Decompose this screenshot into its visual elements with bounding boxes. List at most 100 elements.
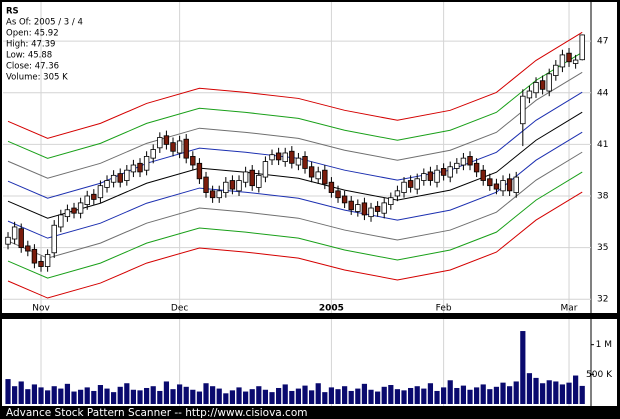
candle-body [104, 180, 110, 188]
candle-body [5, 236, 11, 245]
candle-body [275, 152, 282, 161]
volume-bar [348, 390, 354, 404]
volume-bar [540, 383, 546, 404]
candle-body [302, 156, 308, 169]
candle-body [566, 52, 572, 63]
candle-body [480, 169, 486, 181]
volume-bar [104, 388, 110, 404]
info-line: As Of: 2005 / 3 / 4 [6, 18, 83, 28]
candle-body [381, 202, 387, 214]
volume-bar [493, 386, 500, 404]
volume-bar [243, 391, 249, 404]
candle-body [526, 90, 533, 99]
volume-bar [262, 389, 269, 404]
y-tick-label: 35 [597, 243, 608, 253]
volume-bar [335, 389, 341, 404]
volume-bar [58, 388, 64, 404]
candle-body [269, 154, 275, 161]
candle-body [176, 140, 183, 154]
band-line [7, 31, 583, 139]
volume-bar [427, 383, 434, 404]
candle-body [322, 169, 328, 185]
candle-body [64, 209, 71, 218]
volume-bar [546, 380, 552, 404]
volume-bar [553, 381, 559, 404]
volume-bar [223, 393, 229, 404]
volume-bar [276, 387, 282, 404]
band-line [7, 171, 583, 279]
candle-body [539, 80, 546, 90]
candle-body [117, 173, 123, 183]
candle-body [44, 254, 51, 267]
candle-body [51, 224, 57, 254]
candle-body [223, 181, 229, 193]
volume-bar [467, 389, 473, 404]
volume-bar [500, 382, 506, 404]
candle-body [473, 162, 480, 173]
volume-bar [137, 390, 143, 404]
volume-bar [203, 383, 209, 404]
candle-body [190, 156, 196, 166]
candle-body [124, 169, 130, 181]
candle-body [71, 207, 77, 214]
candle-body [262, 161, 269, 178]
volume-bar [474, 387, 480, 404]
candle-body [546, 73, 552, 92]
candle-body [236, 180, 242, 192]
y-tick-label: 47 [597, 37, 608, 47]
candle-body [31, 248, 38, 264]
candle-body [242, 171, 249, 183]
candle-body [150, 149, 156, 159]
volume-bar [454, 387, 460, 404]
candle-body [394, 190, 401, 197]
candle-body [361, 202, 368, 216]
candle-body [282, 152, 288, 162]
candle-body [91, 193, 97, 200]
candle-body [553, 64, 559, 76]
candle-body [388, 197, 394, 205]
candle-body [229, 180, 236, 190]
volume-bar [18, 381, 24, 404]
volume-bar [388, 385, 394, 404]
volume-bar [196, 391, 203, 404]
volume-bar [526, 373, 533, 404]
candle-body [401, 181, 407, 193]
candle-body [427, 171, 434, 181]
x-tick-label: Dec [171, 304, 188, 314]
candle-body [315, 171, 321, 180]
footer: Advance Stock Pattern Scanner -- http://… [6, 407, 307, 419]
candle-body [559, 54, 566, 68]
volume-bar [256, 386, 262, 404]
volume-bar [289, 390, 295, 404]
volume-bar [78, 389, 84, 404]
candle-body [196, 162, 203, 180]
band-line [7, 51, 583, 159]
candle-body [533, 82, 539, 94]
candle-body [348, 200, 354, 211]
volume-bar [45, 390, 51, 404]
volume-bar [480, 384, 486, 404]
volume-bar [183, 386, 189, 404]
volume-bar [84, 387, 90, 404]
candle-body [38, 260, 44, 267]
info-line: Close: 47.36 [6, 62, 59, 72]
volume-bar [124, 383, 130, 404]
price-panel [2, 2, 617, 313]
volume-tick-label: 500 K [586, 370, 613, 380]
volume-bar [434, 390, 440, 404]
volume-bar [355, 388, 361, 404]
candle-body [414, 178, 420, 190]
candle-body [163, 135, 170, 145]
candle-body [295, 157, 302, 166]
x-tick-label: 2005 [319, 304, 344, 314]
candle-body [440, 168, 447, 176]
volume [5, 331, 585, 404]
info-line: Volume: 305 K [6, 73, 68, 83]
candles [5, 34, 585, 272]
x-tick-label: Feb [436, 304, 452, 314]
candle-body [355, 204, 361, 212]
volume-tick-label: 1 M [596, 340, 612, 350]
candle-body [520, 95, 526, 125]
